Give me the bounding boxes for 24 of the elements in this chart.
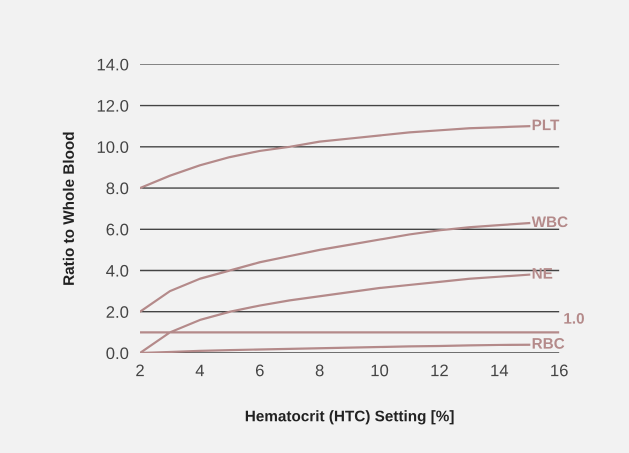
x-tick-label: 10 (372, 364, 388, 376)
x-tick-label: 14 (491, 364, 508, 376)
ref-line-label: 1.0 (564, 312, 584, 324)
y-tick-label: 6.0 (106, 224, 128, 236)
y-tick-label: 2.0 (106, 306, 128, 318)
x-tick-label: 4 (196, 364, 204, 376)
x-tick-label: 16 (551, 364, 568, 376)
y-tick-label: 14.0 (98, 58, 128, 71)
x-axis-title: Hematocrit (HTC) Setting [%] (246, 410, 454, 424)
series-label: PLT (532, 120, 560, 130)
y-tick-label: 4.0 (106, 264, 128, 277)
x-tick-label: 6 (256, 364, 264, 376)
y-tick-label: 0.0 (106, 347, 128, 360)
series-label: RBC (532, 338, 564, 349)
x-tick-label: 12 (431, 364, 448, 376)
x-tick-label: 2 (136, 364, 144, 376)
series-label: WBC (532, 216, 568, 228)
y-axis-title: Ratio to Whole Blood (62, 132, 74, 285)
y-tick-label: 10.0 (98, 141, 128, 153)
y-tick-label: 12.0 (98, 100, 128, 112)
line-series (140, 222, 530, 313)
line-series (140, 125, 530, 190)
y-tick-label: 8.0 (106, 182, 128, 194)
x-tick-label: 8 (316, 364, 324, 376)
